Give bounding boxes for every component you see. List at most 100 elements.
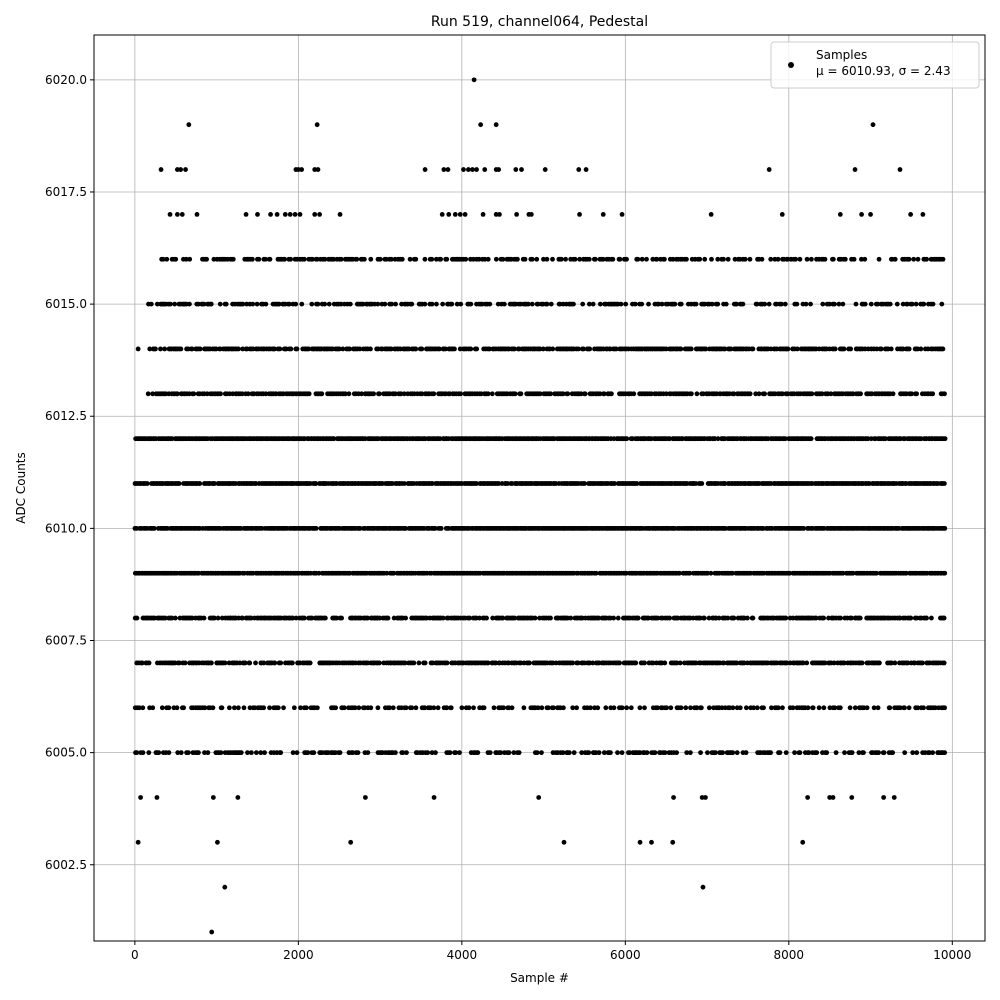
data-point: [248, 750, 254, 756]
data-point: [346, 391, 352, 397]
data-point: [583, 167, 589, 172]
data-point: [365, 615, 371, 621]
data-point: [642, 660, 647, 666]
data-point: [892, 660, 898, 666]
data-point: [166, 750, 172, 756]
data-point: [238, 525, 244, 531]
data-point: [505, 481, 511, 486]
data-point: [862, 256, 868, 262]
data-point: [175, 391, 180, 397]
data-point: [623, 570, 629, 576]
data-point: [664, 391, 669, 397]
data-point: [634, 481, 640, 486]
data-point: [145, 391, 151, 397]
data-point: [211, 615, 217, 621]
data-point: [619, 705, 625, 711]
data-point: [540, 346, 546, 352]
data-point: [804, 660, 810, 666]
data-point: [466, 705, 472, 711]
data-point: [813, 615, 819, 621]
data-point: [146, 750, 152, 756]
data-point: [160, 256, 166, 262]
data-point: [576, 346, 581, 352]
data-point: [441, 167, 447, 172]
data-point: [148, 301, 154, 307]
data-point: [756, 391, 762, 397]
data-point: [310, 256, 315, 262]
data-point: [656, 301, 662, 307]
x-tick-label: 4000: [447, 948, 478, 962]
data-point: [783, 615, 789, 621]
data-point: [581, 346, 586, 352]
data-point: [529, 256, 535, 262]
data-point: [288, 346, 294, 352]
data-point: [678, 705, 684, 711]
data-point: [272, 660, 278, 666]
data-point: [433, 256, 439, 262]
data-point: [831, 660, 837, 666]
data-point: [920, 212, 926, 217]
data-point: [694, 705, 700, 711]
data-point: [596, 750, 602, 756]
data-point: [715, 436, 721, 442]
data-point: [782, 301, 788, 307]
data-point: [768, 750, 773, 756]
data-point: [498, 750, 504, 756]
data-point: [600, 212, 606, 217]
data-point: [808, 256, 814, 262]
x-axis-label: Sample #: [510, 971, 569, 985]
x-tick-label: 10000: [933, 948, 971, 962]
y-axis-label: ADC Counts: [14, 452, 28, 524]
data-point: [588, 705, 593, 711]
data-point: [187, 301, 192, 307]
data-point: [837, 705, 843, 711]
data-point: [715, 256, 721, 262]
data-point: [474, 481, 479, 486]
data-point: [537, 391, 543, 397]
data-point: [762, 301, 768, 307]
data-point: [368, 346, 373, 352]
data-point: [438, 525, 444, 531]
data-point: [808, 436, 814, 442]
data-point: [703, 346, 709, 352]
data-point: [263, 391, 269, 397]
data-point: [849, 795, 855, 800]
data-point: [506, 750, 512, 756]
data-point: [840, 570, 846, 576]
data-point: [782, 436, 788, 442]
data-point: [586, 750, 592, 756]
data-point: [687, 750, 693, 756]
data-point: [784, 660, 790, 666]
y-tick-label: 6005.0: [45, 746, 87, 760]
data-point: [429, 301, 435, 307]
data-point: [768, 705, 774, 711]
data-point: [419, 391, 425, 397]
data-point: [449, 301, 455, 307]
data-point: [240, 615, 245, 621]
data-point: [650, 660, 656, 666]
data-point: [688, 391, 694, 397]
data-point: [849, 615, 854, 621]
data-point: [655, 615, 661, 621]
data-point: [868, 212, 873, 217]
data-point: [819, 391, 825, 397]
data-point: [404, 750, 409, 756]
data-point: [801, 525, 807, 531]
data-point: [840, 301, 846, 307]
data-point: [512, 615, 518, 621]
data-point: [723, 301, 729, 307]
data-point: [871, 705, 877, 711]
y-tick-label: 6015.0: [45, 297, 87, 311]
data-point: [870, 122, 876, 128]
data-point: [493, 122, 499, 128]
data-point: [582, 391, 588, 397]
data-point: [288, 256, 294, 262]
data-point: [848, 346, 854, 352]
data-point: [596, 615, 602, 621]
data-point: [272, 346, 277, 352]
data-point: [267, 256, 273, 262]
data-point: [166, 705, 172, 711]
data-point: [548, 615, 553, 621]
data-point: [571, 301, 576, 307]
